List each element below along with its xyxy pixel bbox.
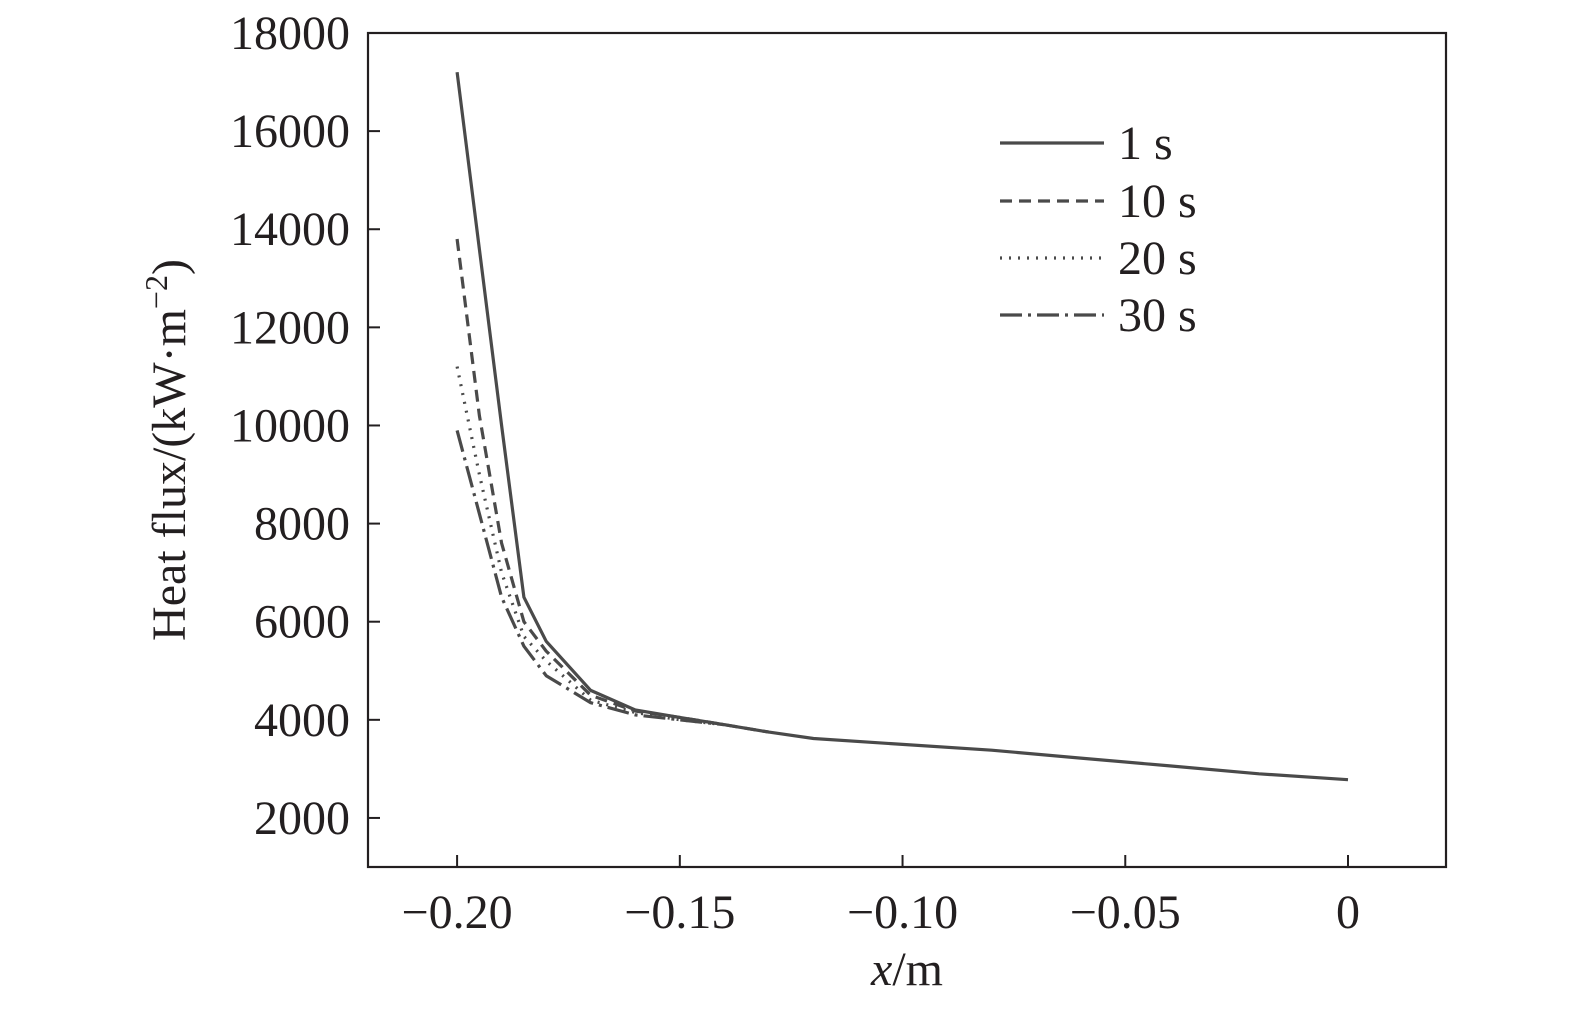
series-line-dotted [455, 366, 725, 727]
legend-label: 1 s [1118, 117, 1173, 170]
y-tick-label: 12000 [230, 301, 350, 354]
legend: 1 s10 s20 s30 s [1000, 117, 1197, 342]
legend-label: 10 s [1118, 175, 1197, 228]
plot-area [455, 72, 1349, 782]
y-axis: 2000 4000 6000 8000 10000 12000 14000 16000 1800… [230, 7, 380, 845]
y-tick-label: 2000 [254, 792, 350, 845]
x-axis-title: x/m [870, 943, 943, 996]
plot-frame [366, 31, 1448, 869]
y-tick-label: 14000 [230, 203, 350, 256]
legend-label: 30 s [1118, 289, 1197, 342]
y-tick-label: 8000 [254, 498, 350, 551]
y-axis-title: Heat flux/(kW·m−2) [138, 259, 196, 641]
y-tick-label: 4000 [254, 694, 350, 747]
series-line-dash-dot [455, 429, 725, 727]
y-tick-label: 18000 [230, 7, 350, 60]
x-tick-label: −0.10 [847, 886, 958, 939]
series-line-solid [455, 72, 1349, 782]
x-tick-label: −0.20 [402, 886, 513, 939]
x-axis: −0.20 −0.15 −0.10 −0.05 0 [402, 855, 1360, 939]
y-tick-label: 10000 [230, 399, 350, 452]
y-tick-label: 6000 [254, 596, 350, 649]
series-line-dashed [455, 238, 770, 734]
legend-label: 20 s [1118, 232, 1197, 285]
x-tick-label: −0.15 [624, 886, 735, 939]
y-tick-label: 16000 [230, 105, 350, 158]
x-tick-label: 0 [1336, 886, 1360, 939]
x-tick-label: −0.05 [1070, 886, 1181, 939]
